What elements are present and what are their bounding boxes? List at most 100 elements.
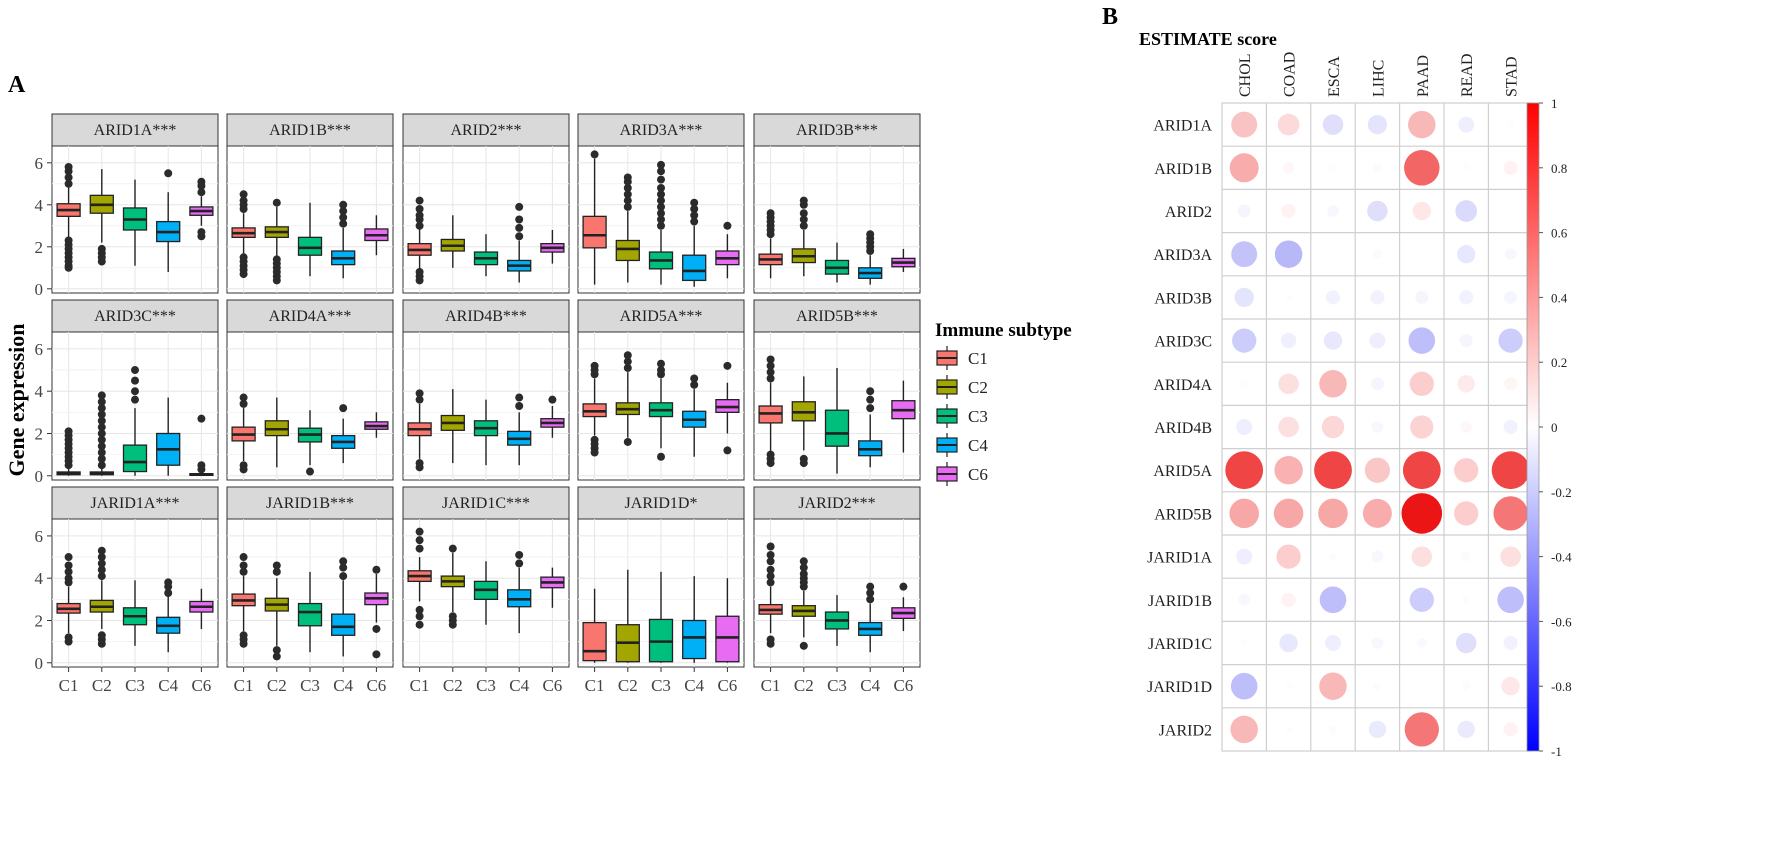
correlation-circle xyxy=(1367,200,1388,222)
outlier-point xyxy=(415,544,424,553)
correlation-circle xyxy=(1362,498,1392,528)
correlation-circle xyxy=(1277,113,1300,136)
outlier-point xyxy=(239,196,248,205)
outlier-point xyxy=(164,589,173,597)
outlier-point xyxy=(197,414,206,423)
y-tick-label: 2 xyxy=(35,238,44,257)
box-c1 xyxy=(231,190,256,279)
box-c3 xyxy=(297,410,323,476)
outlier-point xyxy=(799,221,808,230)
correlation-circle xyxy=(1503,722,1518,737)
legend-label: C4 xyxy=(968,436,988,455)
outlier-point xyxy=(97,391,106,400)
facet-strip xyxy=(577,299,745,333)
outlier-point xyxy=(415,221,424,230)
outlier-point xyxy=(657,366,665,375)
col-label: ESCA xyxy=(1326,56,1343,97)
outlier-point xyxy=(239,399,248,408)
box-iqr xyxy=(331,613,356,636)
y-axis-label: Gene expression xyxy=(4,324,29,477)
correlation-circle xyxy=(1368,720,1387,739)
outlier-point xyxy=(415,205,424,213)
colorbar-tick-label: -0.4 xyxy=(1551,550,1572,565)
correlation-circle xyxy=(1364,457,1391,483)
y-tick-label: 2 xyxy=(35,611,44,630)
box-iqr xyxy=(824,409,850,447)
outlier-point xyxy=(239,561,248,570)
legend-item-c3: C3 xyxy=(936,404,988,428)
x-tick-label: C2 xyxy=(267,676,287,695)
outlier-point xyxy=(64,236,73,245)
box-c1 xyxy=(758,209,783,279)
facet-title: ARID2*** xyxy=(450,122,521,139)
outlier-point xyxy=(64,163,73,171)
outlier-point xyxy=(239,190,248,199)
outlier-point xyxy=(339,404,348,413)
correlation-circle xyxy=(1327,205,1339,217)
outlier-point xyxy=(272,255,281,264)
box-c6 xyxy=(540,230,565,264)
box-c6 xyxy=(891,582,916,632)
x-tick-label: C3 xyxy=(651,676,671,695)
box-iqr xyxy=(715,615,740,663)
x-tick-label: C1 xyxy=(59,676,79,695)
box-c4 xyxy=(682,374,707,457)
box-iqr xyxy=(582,621,607,662)
outlier-point xyxy=(64,179,73,188)
box-c2 xyxy=(615,173,640,283)
outlier-point xyxy=(272,561,281,570)
outlier-point xyxy=(766,557,775,566)
row-label: JARID1B xyxy=(1148,593,1212,610)
row-label: ARID4A xyxy=(1153,377,1212,394)
outlier-point xyxy=(690,198,699,207)
box-c4 xyxy=(858,582,883,653)
outlier-point xyxy=(131,387,139,396)
outlier-point xyxy=(723,446,732,455)
y-tick-label: 0 xyxy=(35,467,44,486)
y-tick-label: 4 xyxy=(35,569,44,588)
outlier-point xyxy=(97,553,106,562)
x-tick-label: C3 xyxy=(300,676,320,695)
row-label: ARID4B xyxy=(1154,420,1212,437)
outlier-point xyxy=(866,404,875,413)
outlier-point xyxy=(197,228,206,237)
correlation-circle xyxy=(1500,546,1521,567)
x-tick-label: C6 xyxy=(191,676,211,695)
row-label: ARID2 xyxy=(1165,204,1212,221)
outlier-point xyxy=(97,410,106,419)
y-tick-label: 6 xyxy=(35,340,44,359)
box-c6 xyxy=(715,361,740,455)
box-c3 xyxy=(297,202,323,277)
correlation-circle xyxy=(1408,110,1436,139)
outlier-point xyxy=(64,561,73,570)
row-label: ARID5B xyxy=(1154,506,1212,523)
outlier-point xyxy=(448,544,457,553)
outlier-point xyxy=(799,196,808,205)
facet-arid2: ARID2*** xyxy=(402,113,570,294)
colorbar-tick-label: 0 xyxy=(1551,420,1558,435)
outlier-point xyxy=(548,395,557,404)
legend-item-c4: C4 xyxy=(936,433,988,457)
box-c1 xyxy=(582,588,607,663)
outlier-point xyxy=(515,559,524,568)
outlier-point xyxy=(415,395,424,404)
correlation-circle xyxy=(1367,114,1388,135)
outlier-point xyxy=(623,202,632,211)
outlier-point xyxy=(97,448,106,457)
box-c6 xyxy=(540,567,565,608)
box-c2 xyxy=(791,376,816,468)
correlation-circle xyxy=(1412,201,1431,221)
facet-title: JARID1A*** xyxy=(91,495,180,512)
facet-jarid1b: JARID1B*** C1 C2 C3 C4 C6 xyxy=(226,486,394,695)
panel-b: B ESTIMATE score CHOL COAD ESCA LIHC PAAD REA… xyxy=(1102,4,1572,759)
outlier-point xyxy=(339,557,348,566)
legend-label: C1 xyxy=(968,349,988,368)
facet-strip xyxy=(51,486,219,520)
outlier-point xyxy=(131,366,139,375)
box-iqr xyxy=(297,236,323,256)
box-c2 xyxy=(89,391,114,476)
outlier-point xyxy=(339,213,348,222)
outlier-point xyxy=(657,215,665,224)
correlation-circle xyxy=(1369,332,1386,349)
x-tick-label: C4 xyxy=(333,676,353,695)
